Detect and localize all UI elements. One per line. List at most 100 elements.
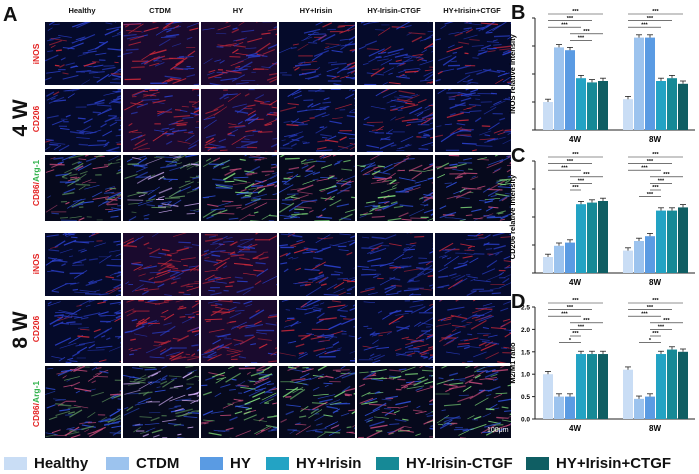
- significance-label: ***: [641, 22, 648, 28]
- row-label-inos-4w: iNOS: [31, 43, 41, 65]
- micrograph-tile: [201, 300, 277, 363]
- significance-label: ***: [652, 152, 659, 158]
- y-tick-label: 1.0: [521, 372, 530, 379]
- week-label-8w: 8 W: [9, 311, 32, 349]
- legend-swatch: [376, 456, 399, 470]
- significance-label: ***: [647, 159, 654, 165]
- micrograph-tile: [435, 155, 511, 221]
- panel-letter-a: A: [3, 4, 18, 26]
- category-label-c-8W: 8W: [649, 278, 661, 287]
- bar-d-8W-4: [667, 349, 677, 419]
- bar-d-4W-2: [565, 396, 575, 419]
- significance-label: ***: [652, 331, 659, 337]
- significance-label: ***: [567, 159, 574, 165]
- category-label-d-8W: 8W: [649, 424, 661, 433]
- significance-label: ***: [652, 9, 659, 15]
- panel-letter-c: C: [511, 145, 526, 167]
- micrograph-tile: [123, 366, 199, 438]
- bar-c-8W-3: [656, 210, 666, 273]
- bar-b-4W-3: [576, 78, 586, 130]
- row-label-merge-4w: CD86/Arg-1: [31, 159, 41, 207]
- bar-d-4W-5: [598, 354, 608, 419]
- legend-swatch: [200, 456, 223, 470]
- micrograph-tile: [279, 300, 355, 363]
- legend-item-3: HY+Irisin: [266, 454, 362, 472]
- legend-label: Healthy: [34, 454, 89, 472]
- bar-d-8W-3: [656, 354, 666, 419]
- legend-label: HY-Irisin-CTGF: [406, 454, 513, 472]
- micrograph-tile: [357, 300, 433, 363]
- significance-label: ***: [578, 36, 585, 42]
- bar-c-4W-0: [543, 257, 553, 273]
- legend-item-2: HY: [200, 455, 251, 472]
- y-axis-label: M2/M1 ratio: [508, 342, 517, 384]
- legend-item-4: HY-Irisin-CTGF: [376, 454, 513, 472]
- micrograph-tile: [201, 89, 277, 152]
- chart-c-cd206: CD206 relative intensity 4W *** *** *** *** **…: [505, 152, 699, 303]
- category-label-d-4W: 4W: [569, 424, 581, 433]
- micrograph-tile: [45, 89, 121, 152]
- row-label-inos-8w: iNOS: [31, 253, 41, 275]
- micrograph-tile: [435, 22, 511, 85]
- micrograph-tile: [435, 366, 511, 438]
- column-header-1: CTDM: [149, 6, 171, 15]
- y-axis-label: iNOS relative intensity: [508, 33, 517, 113]
- micrograph-tile: [357, 22, 433, 85]
- legend-label: HY+Irisin: [296, 454, 362, 472]
- micrograph-tile: [45, 22, 121, 85]
- bar-c-8W-5: [678, 207, 688, 273]
- chart-d-m2m1: 0.0 0.5 1.0 1.5 2.0 2.5 M2/M1 ratio 4W *** *** ***…: [505, 298, 699, 449]
- micrograph-tile: [435, 89, 511, 152]
- significance-label: ***: [652, 185, 659, 191]
- micrograph-tile: [45, 155, 121, 221]
- micrograph-tile: [435, 300, 511, 363]
- bar-b-8W-4: [667, 78, 677, 130]
- micrograph-tile: [357, 89, 433, 152]
- significance-label: *: [649, 338, 652, 344]
- significance-label: ***: [583, 29, 590, 35]
- bar-b-4W-4: [587, 82, 597, 130]
- bar-c-4W-4: [587, 202, 597, 273]
- significance-label: ***: [663, 172, 670, 178]
- significance-label: ***: [583, 318, 590, 324]
- significance-label: ***: [647, 16, 654, 22]
- bar-d-8W-5: [678, 351, 688, 419]
- bar-c-8W-0: [623, 250, 633, 273]
- significance-label: *: [569, 338, 572, 344]
- significance-label: ***: [561, 311, 568, 317]
- legend-swatch: [526, 456, 549, 470]
- significance-label: ***: [658, 179, 665, 185]
- micrograph-tile: [435, 233, 511, 296]
- row-label-cd206-8w: CD206: [31, 315, 41, 343]
- micrograph-tile: [45, 233, 121, 296]
- y-tick-label: 1.5: [521, 349, 530, 356]
- bar-b-8W-5: [678, 83, 688, 130]
- scale-bar-label: 100μm: [487, 427, 509, 434]
- bar-d-4W-1: [554, 396, 564, 419]
- micrograph-tile: [201, 233, 277, 296]
- week-label-4w: 4 W: [9, 99, 32, 137]
- legend: Healthy CTDM HY HY+Irisin HY-Irisin-CTGF HY+I…: [0, 452, 699, 474]
- category-label-b-8W: 8W: [649, 135, 661, 144]
- bar-d-4W-4: [587, 354, 597, 419]
- micrograph-tile: [201, 22, 277, 85]
- y-tick-label: 2.0: [521, 327, 530, 334]
- bar-c-4W-2: [565, 242, 575, 273]
- panel-letter-d: D: [511, 291, 526, 313]
- significance-label: ***: [663, 318, 670, 324]
- micrograph-tile: [279, 233, 355, 296]
- micrograph-tile: [45, 300, 121, 363]
- micrograph-tile: [279, 366, 355, 438]
- micrograph-tile: [123, 89, 199, 152]
- micrograph-tile: [123, 233, 199, 296]
- bar-d-8W-2: [645, 396, 655, 419]
- legend-item-0: Healthy: [4, 454, 89, 472]
- chart-b-inos: iNOS relative intensity 4W *** *** *** *** ***…: [505, 9, 699, 160]
- bar-c-8W-1: [634, 241, 644, 273]
- significance-label: ***: [578, 179, 585, 185]
- legend-item-1: CTDM: [106, 455, 179, 472]
- micrograph-tile: [123, 300, 199, 363]
- bar-d-4W-3: [576, 354, 586, 419]
- column-header-3: HY+Irisin: [299, 6, 333, 15]
- legend-swatch: [266, 456, 289, 470]
